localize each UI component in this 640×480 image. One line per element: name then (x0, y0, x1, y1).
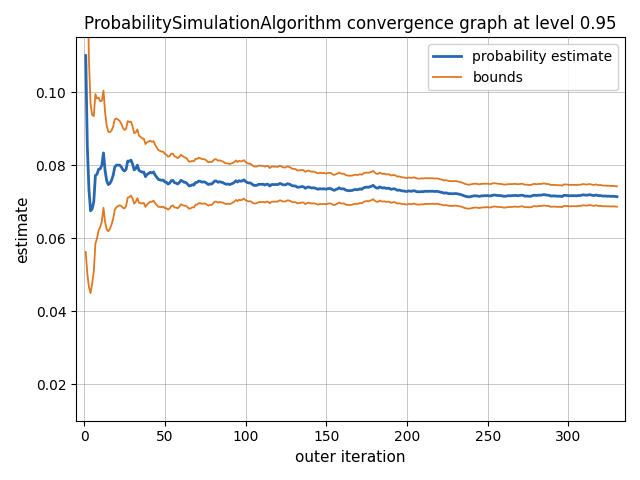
Line: bounds: bounds (86, 0, 617, 186)
bounds (97, 98, 104, 104)
probability estimate (548, 193, 556, 199)
probability estimate (82, 53, 90, 59)
probability estimate (86, 208, 94, 214)
Title: ProbabilitySimulationAlgorithm convergence graph at level 0.95: ProbabilitySimulationAlgorithm convergen… (84, 15, 617, 33)
bounds (141, 141, 149, 147)
bounds (613, 183, 621, 189)
bounds (594, 182, 602, 188)
probability estimate (143, 172, 151, 178)
probability estimate (595, 193, 603, 199)
probability estimate (613, 194, 621, 200)
Line: probability estimate: probability estimate (86, 56, 617, 211)
probability estimate (125, 158, 133, 164)
X-axis label: outer iteration: outer iteration (295, 450, 406, 465)
probability estimate (98, 162, 106, 168)
bounds (547, 182, 555, 188)
bounds (124, 118, 132, 124)
probability estimate (416, 189, 424, 195)
bounds (415, 176, 422, 181)
Legend: probability estimate, bounds: probability estimate, bounds (428, 44, 618, 90)
Y-axis label: estimate: estimate (15, 195, 30, 263)
